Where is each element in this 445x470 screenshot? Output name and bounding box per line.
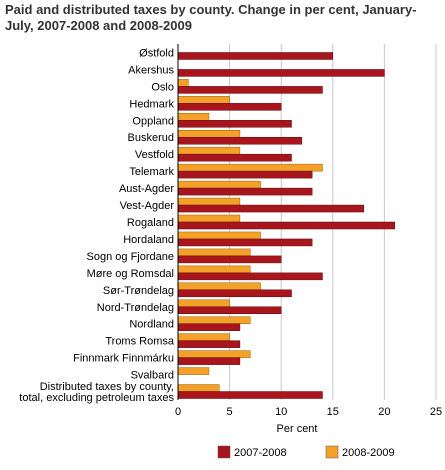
x-axis-label: Per cent: [277, 423, 318, 435]
x-tick-label: 25: [430, 406, 442, 418]
bar-2007-2008: [177, 204, 365, 213]
bar-2008-2009: [177, 146, 241, 155]
bar-2007-2008: [177, 120, 292, 128]
bar-2008-2009: [177, 214, 241, 223]
bar-2008-2009: [177, 282, 261, 291]
bar-2007-2008: [177, 221, 395, 230]
bar-2007-2008: [177, 69, 385, 77]
category-label: total, excluding petroleum taxes: [19, 392, 174, 404]
legend-label: 2007-2008: [234, 447, 287, 459]
chart-title: Paid and distributed taxes by county. Ch…: [5, 2, 417, 33]
category-label: Oslo: [151, 81, 174, 93]
bar-2008-2009: [177, 316, 251, 324]
legend-label: 2008-2009: [342, 447, 395, 459]
bar-2008-2009: [177, 113, 210, 121]
legend: 2007-2008 2008-2009: [217, 445, 395, 459]
category-label: Møre og Romsdal: [87, 268, 174, 280]
bar-2008-2009: [177, 163, 323, 172]
bar-2007-2008: [177, 255, 282, 264]
category-label: Hordaland: [123, 234, 174, 246]
category-label: Buskerud: [128, 132, 174, 144]
bar-2007-2008: [177, 306, 282, 315]
legend-swatch: [325, 445, 339, 459]
bar-2007-2008: [177, 340, 241, 348]
bar-2008-2009: [177, 367, 210, 375]
category-label: Nord-Trøndelag: [97, 302, 174, 314]
category-label: Nordland: [129, 319, 174, 331]
x-tick-label: 0: [175, 406, 181, 418]
bar-2008-2009: [177, 265, 251, 274]
bar-2008-2009: [177, 129, 241, 138]
category-label: Distributed taxes by county,: [40, 381, 174, 393]
bar-2007-2008: [177, 323, 241, 331]
category-label: Hedmark: [129, 98, 174, 110]
bars: [177, 52, 395, 399]
bar-2007-2008: [177, 238, 313, 247]
bar-2007-2008: [177, 391, 323, 399]
category-labels: Østfold Akershus Oslo Hedmark Oppland Buskeru…: [19, 47, 175, 404]
bar-2008-2009: [177, 180, 261, 189]
bar-2007-2008: [177, 103, 282, 111]
category-label: Vestfold: [135, 149, 174, 161]
bar-2007-2008: [177, 153, 292, 162]
category-label: Vest-Agder: [120, 200, 175, 212]
bar-2008-2009: [177, 79, 189, 87]
bar-2007-2008: [177, 289, 292, 298]
bar-2007-2008: [177, 357, 241, 365]
bar-2008-2009: [177, 333, 230, 341]
bar-2007-2008: [177, 136, 303, 145]
category-label: Rogaland: [127, 217, 174, 229]
x-tick-label: 10: [275, 406, 287, 418]
bar-2008-2009: [177, 299, 230, 308]
bar-2007-2008: [177, 86, 323, 94]
category-label: Oppland: [132, 115, 174, 127]
bar-2008-2009: [177, 384, 220, 392]
bar-2007-2008: [177, 52, 334, 60]
category-label: Sogn og Fjordane: [87, 251, 174, 263]
bar-2008-2009: [177, 248, 251, 257]
bar-2007-2008: [177, 272, 323, 281]
bar-2008-2009: [177, 350, 251, 358]
category-label: Østfold: [139, 47, 174, 59]
x-tick-label: 20: [378, 406, 390, 418]
bar-2007-2008: [177, 170, 313, 179]
bar-2008-2009: [177, 197, 241, 206]
category-label: Akershus: [128, 64, 174, 76]
category-label: Svalbard: [131, 370, 174, 382]
category-label: Troms Romsa: [105, 336, 175, 348]
category-label: Telemark: [129, 166, 174, 178]
category-label: Aust-Agder: [119, 183, 174, 195]
bar-2008-2009: [177, 96, 230, 104]
bar-2007-2008: [177, 187, 313, 196]
category-label: Sør-Trøndelag: [103, 285, 174, 297]
x-tick-label: 5: [227, 406, 233, 418]
bar-2008-2009: [177, 231, 261, 240]
axes: 0 5 10 15 20 25 Per cent: [175, 44, 442, 435]
category-label: Finnmark Finnmárku: [73, 353, 174, 365]
legend-swatch: [217, 445, 231, 459]
x-tick-label: 15: [327, 406, 339, 418]
